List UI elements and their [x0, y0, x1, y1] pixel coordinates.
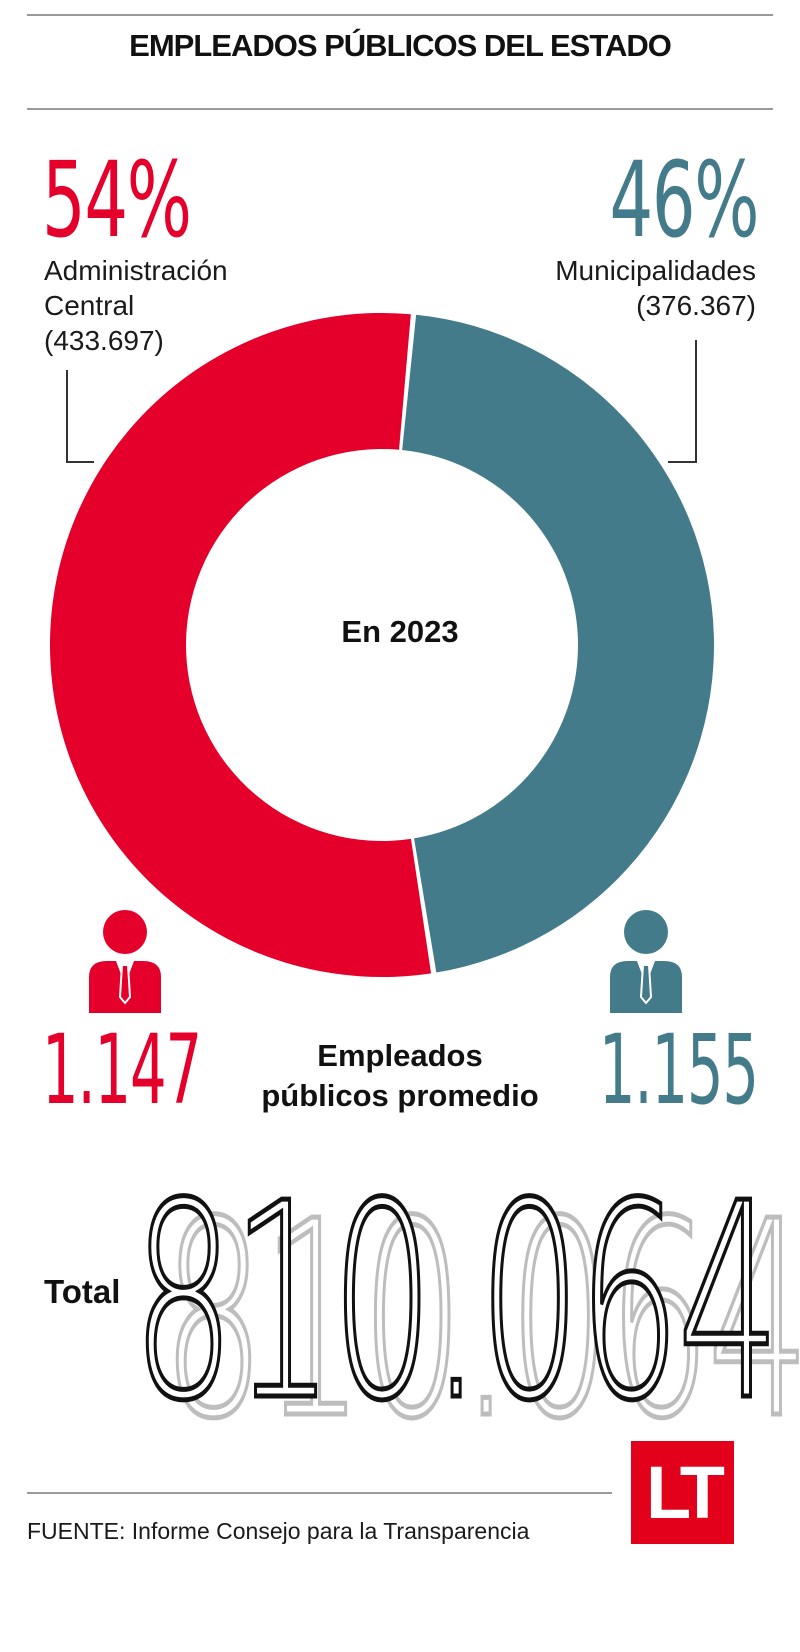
municipal-label: Municipalidades (376.367)	[555, 253, 756, 323]
central-label-line-3: (433.697)	[44, 325, 164, 356]
slice-municipalidades	[402, 314, 714, 973]
central-label-line-1: Administración	[44, 255, 228, 286]
municipal-leader-line	[668, 340, 697, 463]
average-caption: Empleados públicos promedio	[220, 1036, 580, 1116]
total-shadow: 810.064	[161, 1163, 800, 1478]
average-caption-line-1: Empleados	[317, 1038, 483, 1073]
lt-logo: LT	[631, 1441, 734, 1544]
municipal-label-line-1: Municipalidades	[555, 255, 756, 286]
person-icon	[610, 910, 682, 1013]
donut-center-label: En 2023	[341, 614, 459, 649]
central-label-line-2: Central	[44, 290, 135, 321]
municipal-average: 1.155	[599, 1014, 759, 1126]
central-label: Administración Central (433.697)	[44, 253, 228, 358]
total-value: 810.064	[131, 1145, 782, 1460]
person-icon	[89, 910, 161, 1013]
donut-chart	[49, 312, 714, 977]
municipal-percent: 46%	[609, 139, 759, 261]
total-label: Total	[44, 1273, 121, 1310]
title-rule	[27, 108, 773, 110]
footer-rule	[27, 1492, 612, 1494]
slice-administracion-central	[49, 312, 432, 977]
average-caption-line-2: públicos promedio	[261, 1078, 539, 1113]
central-leader-line	[66, 370, 94, 463]
top-rule	[27, 14, 773, 16]
central-percent: 54%	[42, 139, 192, 261]
page-title: EMPLEADOS PÚBLICOS DEL ESTADO	[129, 28, 672, 63]
municipal-label-line-2: (376.367)	[636, 290, 756, 321]
source-note: FUENTE: Informe Consejo para la Transpar…	[27, 1518, 530, 1544]
central-average: 1.147	[42, 1014, 202, 1126]
